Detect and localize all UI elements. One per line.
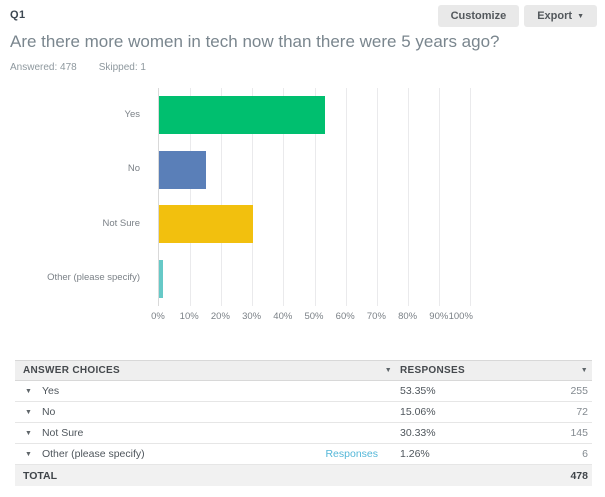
- category-label: Yes: [124, 108, 141, 120]
- x-axis-tick: 40%: [273, 311, 293, 322]
- gridline: [252, 88, 254, 306]
- gridline: [376, 88, 378, 306]
- response-percent: 1.26%: [400, 448, 430, 460]
- bar-row: [159, 88, 470, 143]
- answer-choice-label: Yes: [41, 385, 60, 397]
- responses-header[interactable]: RESPONSES ▼: [400, 365, 592, 376]
- response-meta: Answered: 478 Skipped: 1: [10, 62, 168, 73]
- total-count: 478: [570, 469, 588, 482]
- sort-caret-icon[interactable]: ▼: [580, 367, 588, 374]
- row-expand-caret-icon[interactable]: ▼: [25, 387, 32, 395]
- x-axis-tick: 30%: [242, 311, 262, 322]
- answered-count: Answered: 478: [10, 62, 77, 73]
- chart-category-labels: Yes No Not Sure Other (please specify): [0, 88, 148, 306]
- bar-chart-plot-area: [158, 88, 471, 307]
- responses-header-label: RESPONSES: [400, 365, 465, 376]
- responses-link[interactable]: Responses: [325, 448, 378, 460]
- chart-x-axis: 0% 10% 20% 30% 40% 50% 60% 70% 80% 90% 100%: [151, 311, 473, 325]
- gridline: [190, 88, 192, 306]
- table-total-row: TOTAL 478: [15, 465, 592, 486]
- response-count: 255: [570, 385, 588, 397]
- x-axis-tick: 90%: [429, 311, 449, 322]
- toolbar: Customize Export ▼: [437, 5, 597, 28]
- gridline: [407, 88, 409, 306]
- gridline: [470, 88, 471, 306]
- results-table: ANSWER CHOICES ▼ RESPONSES ▼ ▼ Yes 53.35% 2…: [15, 360, 592, 486]
- customize-button[interactable]: Customize: [437, 5, 520, 28]
- category-label: Other (please specify): [47, 272, 140, 284]
- gridline: [438, 88, 440, 306]
- skipped-count: Skipped: 1: [98, 62, 146, 73]
- answer-choice-label: Other (please specify): [41, 448, 145, 460]
- x-axis-tick: 10%: [179, 311, 199, 322]
- bar-yes: [159, 96, 325, 135]
- category-label: No: [127, 163, 140, 175]
- table-header-row: ANSWER CHOICES ▼ RESPONSES ▼: [15, 360, 592, 381]
- gridline: [283, 88, 285, 306]
- answer-choices-header-label: ANSWER CHOICES: [23, 365, 120, 376]
- category-label: Not Sure: [102, 217, 141, 229]
- x-axis-tick: 100%: [448, 311, 473, 322]
- response-count: 145: [570, 427, 588, 439]
- bar-row: [159, 252, 470, 307]
- table-row: ▼ Not Sure 30.33% 145: [15, 423, 592, 444]
- table-row: ▼ Yes 53.35% 255: [15, 381, 592, 402]
- question-title: Are there more women in tech now than th…: [10, 32, 500, 51]
- row-expand-caret-icon[interactable]: ▼: [25, 429, 32, 437]
- answer-choice-label: No: [41, 406, 56, 418]
- bar-other-please-specify: [159, 259, 163, 298]
- gridline: [221, 88, 223, 306]
- x-axis-tick: 80%: [398, 311, 418, 322]
- export-button-label: Export: [537, 10, 573, 22]
- bar-row: [159, 143, 470, 198]
- table-row: ▼ Other (please specify) Responses 1.26% 6: [15, 444, 592, 465]
- question-number: Q1: [10, 9, 26, 21]
- bar-no: [159, 150, 206, 189]
- total-label: TOTAL: [23, 469, 58, 482]
- x-axis-tick: 0%: [151, 311, 165, 322]
- bar-row: [159, 197, 470, 252]
- gridline: [345, 88, 347, 306]
- sort-caret-icon[interactable]: ▼: [384, 367, 392, 374]
- row-expand-caret-icon[interactable]: ▼: [25, 408, 32, 416]
- row-expand-caret-icon[interactable]: ▼: [25, 450, 32, 458]
- bar-not-sure: [159, 205, 254, 244]
- export-button[interactable]: Export ▼: [524, 5, 597, 28]
- response-percent: 15.06%: [400, 406, 436, 418]
- answer-choices-header[interactable]: ANSWER CHOICES ▼: [15, 365, 400, 376]
- table-body: ▼ Yes 53.35% 255 ▼ No 15.06% 72 ▼ Not Sure 30.33% 1…: [15, 381, 592, 465]
- table-row: ▼ No 15.06% 72: [15, 402, 592, 423]
- chevron-down-icon: ▼: [577, 13, 584, 20]
- response-percent: 53.35%: [400, 385, 436, 397]
- x-axis-tick: 50%: [304, 311, 324, 322]
- gridline: [314, 88, 316, 306]
- x-axis-tick: 20%: [210, 311, 230, 322]
- x-axis-tick: 60%: [335, 311, 355, 322]
- response-percent: 30.33%: [400, 427, 436, 439]
- response-count: 72: [576, 406, 588, 418]
- x-axis-tick: 70%: [366, 311, 386, 322]
- response-count: 6: [582, 448, 588, 460]
- answer-choice-label: Not Sure: [41, 427, 84, 439]
